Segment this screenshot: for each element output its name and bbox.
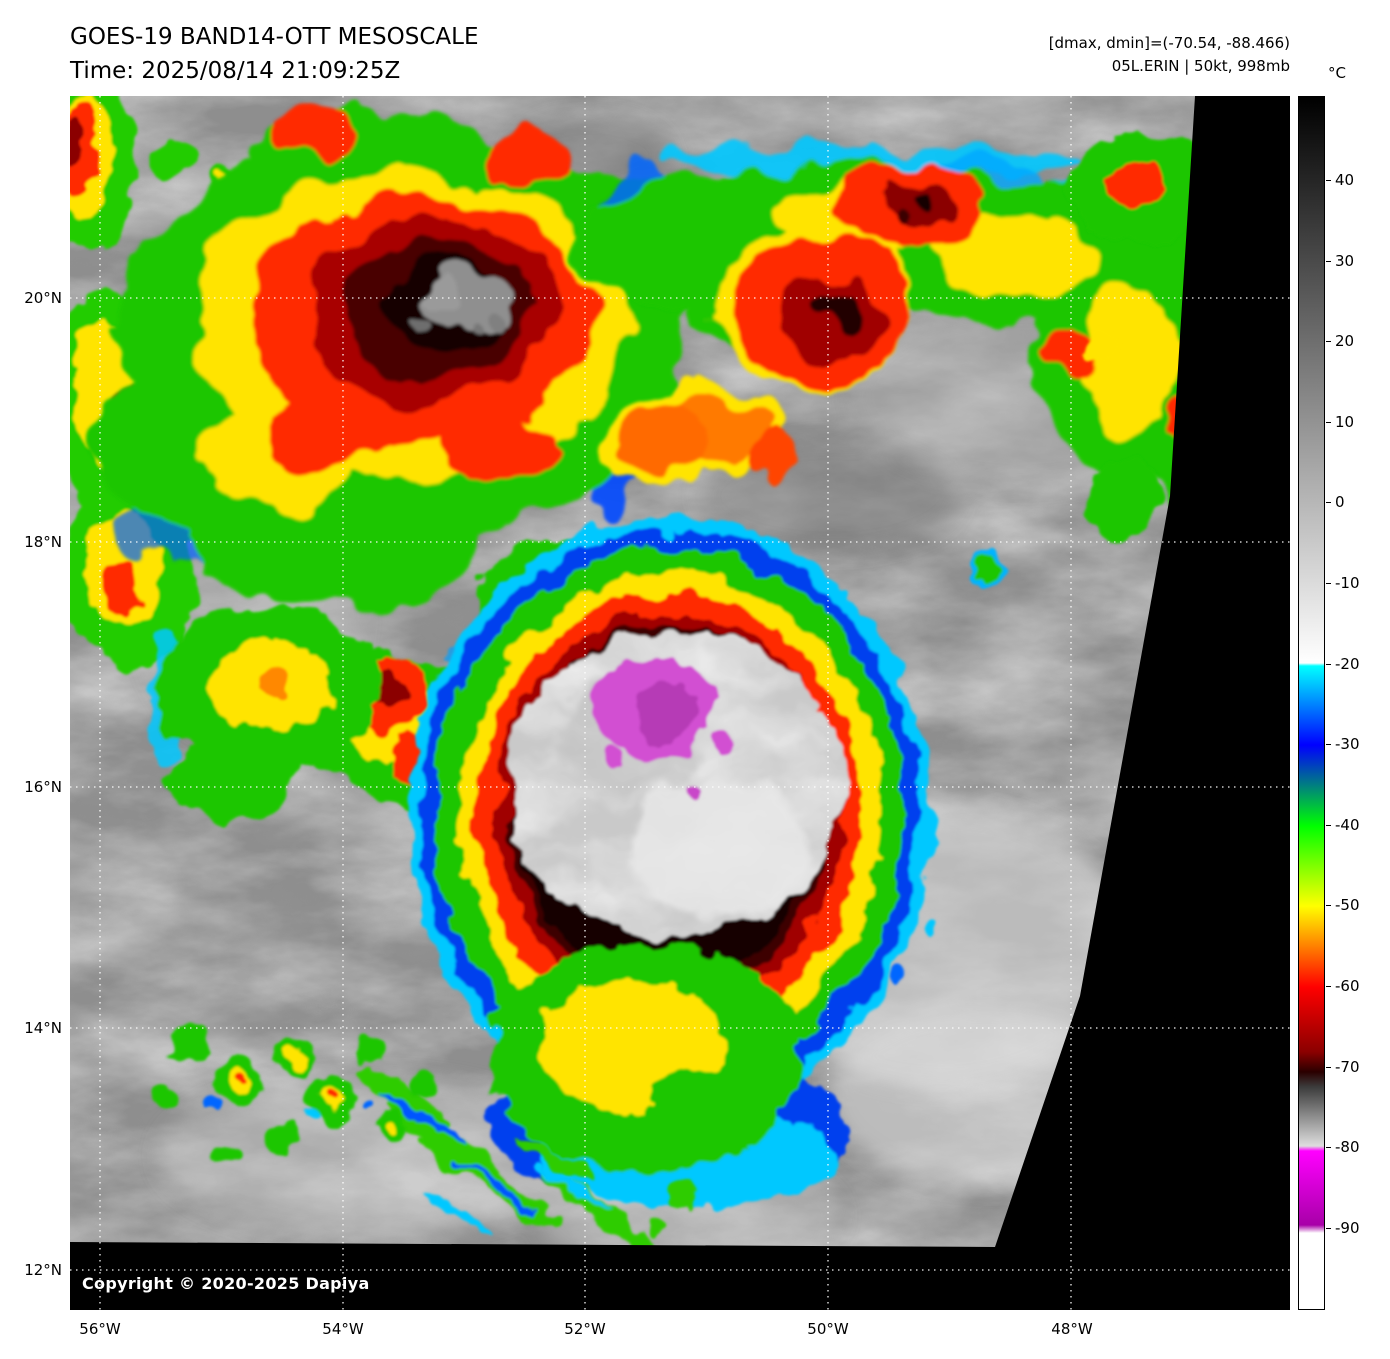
hurricane-erin — [408, 516, 932, 1206]
colorbar-tick: -80 — [1326, 1138, 1360, 1156]
image-title: GOES-19 BAND14-OTT MESOSCALE — [70, 24, 479, 50]
tick-mark — [1326, 1146, 1331, 1148]
tick-label: -60 — [1335, 977, 1360, 995]
tick-mark — [1326, 421, 1331, 423]
colorbar-tick: 40 — [1326, 171, 1354, 189]
tick-label: 10 — [1335, 413, 1355, 431]
tick-label: 40 — [1335, 171, 1355, 189]
colorbar-unit-label: °C — [1328, 64, 1346, 82]
tick-label: 0 — [1335, 493, 1345, 511]
grid-overlay — [70, 96, 1290, 1310]
lon-label-48w: 48°W — [1051, 1320, 1093, 1338]
lat-label-18n: 18°N — [24, 533, 62, 551]
tick-mark — [1326, 260, 1331, 262]
colorbar-tick: 0 — [1326, 493, 1345, 511]
lon-label-50w: 50°W — [807, 1320, 849, 1338]
colorbar-tick: -20 — [1326, 655, 1360, 673]
tick-mark — [1326, 501, 1331, 503]
tick-label: -50 — [1335, 896, 1360, 914]
colorbar-tick: -30 — [1326, 735, 1360, 753]
coldest-tops-magenta — [595, 658, 733, 796]
tick-label: -20 — [1335, 655, 1360, 673]
tick-mark — [1326, 663, 1331, 665]
colorbar-tick: -90 — [1326, 1219, 1360, 1237]
ne-convection — [861, 132, 1214, 986]
temp-range-readout: [dmax, dmin]=(-70.54, -88.466) — [1048, 34, 1290, 52]
lat-label-20n: 20°N — [24, 289, 62, 307]
lon-label-56w: 56°W — [79, 1320, 121, 1338]
sw-scattered-cells — [154, 1028, 434, 1168]
colorbar-tick: -50 — [1326, 896, 1360, 914]
colorbar-tick: -60 — [1326, 977, 1360, 995]
tick-label: -90 — [1335, 1219, 1360, 1237]
tick-mark — [1326, 179, 1331, 181]
header-right: [dmax, dmin]=(-70.54, -88.466) 05L.ERIN … — [1049, 32, 1290, 78]
header-left: GOES-19 BAND14-OTT MESOSCALE Time: 2025/… — [70, 20, 479, 88]
tick-mark — [1326, 1227, 1331, 1229]
tick-mark — [1326, 824, 1331, 826]
lat-label-12n: 12°N — [24, 1261, 62, 1279]
colorbar-tick: 10 — [1326, 413, 1354, 431]
south-banded-streaks — [357, 1069, 694, 1249]
tick-mark — [1326, 1066, 1331, 1068]
colorbar-tick: 30 — [1326, 252, 1354, 270]
storm-info-readout: 05L.ERIN | 50kt, 998mb — [1111, 57, 1290, 75]
lat-label-16n: 16°N — [24, 778, 62, 796]
satellite-image-panel: Copyright © 2020-2025 Dapiya — [70, 96, 1290, 1310]
tick-mark — [1326, 904, 1331, 906]
nw-convective-complex — [95, 105, 715, 606]
tick-mark — [1326, 340, 1331, 342]
image-time: Time: 2025/08/14 21:09:25Z — [70, 58, 401, 84]
tick-label: -40 — [1335, 816, 1360, 834]
colorbar-tick: -70 — [1326, 1058, 1360, 1076]
tick-label: 30 — [1335, 252, 1355, 270]
colorbar-tick: -40 — [1326, 816, 1360, 834]
satellite-image — [70, 96, 1290, 1310]
colorbar-tick: -10 — [1326, 574, 1360, 592]
no-data-region — [70, 96, 1290, 1310]
tick-label: -30 — [1335, 735, 1360, 753]
lon-label-52w: 52°W — [564, 1320, 606, 1338]
tick-label: 20 — [1335, 332, 1355, 350]
tick-mark — [1326, 582, 1331, 584]
tick-label: -70 — [1335, 1058, 1360, 1076]
tick-mark — [1326, 985, 1331, 987]
copyright-text: Copyright © 2020-2025 Dapiya — [82, 1274, 370, 1293]
colorbar-tick: 20 — [1326, 332, 1354, 350]
tick-label: -80 — [1335, 1138, 1360, 1156]
temperature-colorbar — [1298, 96, 1325, 1310]
lat-label-14n: 14°N — [24, 1019, 62, 1037]
lon-label-54w: 54°W — [322, 1320, 364, 1338]
tick-label: -10 — [1335, 574, 1360, 592]
tick-mark — [1326, 743, 1331, 745]
